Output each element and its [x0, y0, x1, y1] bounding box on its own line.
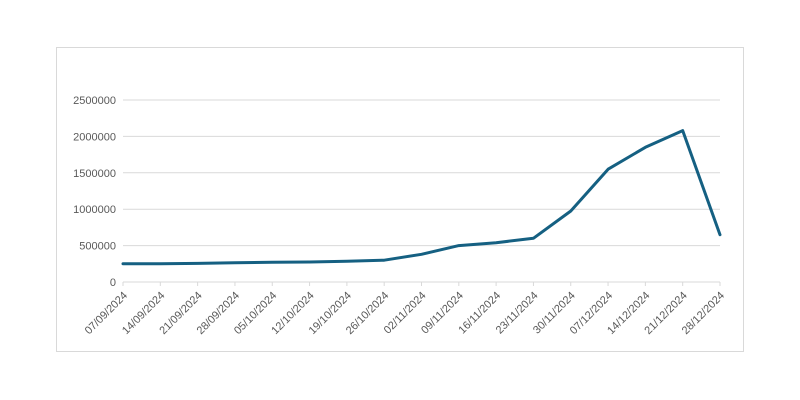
y-axis-tick-label: 500000 [79, 241, 116, 253]
y-axis-tick-label: 1000000 [73, 204, 116, 216]
series-line [121, 129, 722, 266]
chart-card: 0 500000 1000000 1500000 2000000 2500000 07/09… [56, 47, 744, 352]
line-chart: 0500000100000015000002000000250000007/09… [73, 95, 727, 337]
y-axis-tick-label: 2000000 [73, 131, 116, 143]
y-axis-tick-label: 1500000 [73, 168, 116, 180]
y-axis-tick-label: 0 [110, 277, 116, 289]
y-axis-tick-label: 2500000 [73, 95, 116, 107]
